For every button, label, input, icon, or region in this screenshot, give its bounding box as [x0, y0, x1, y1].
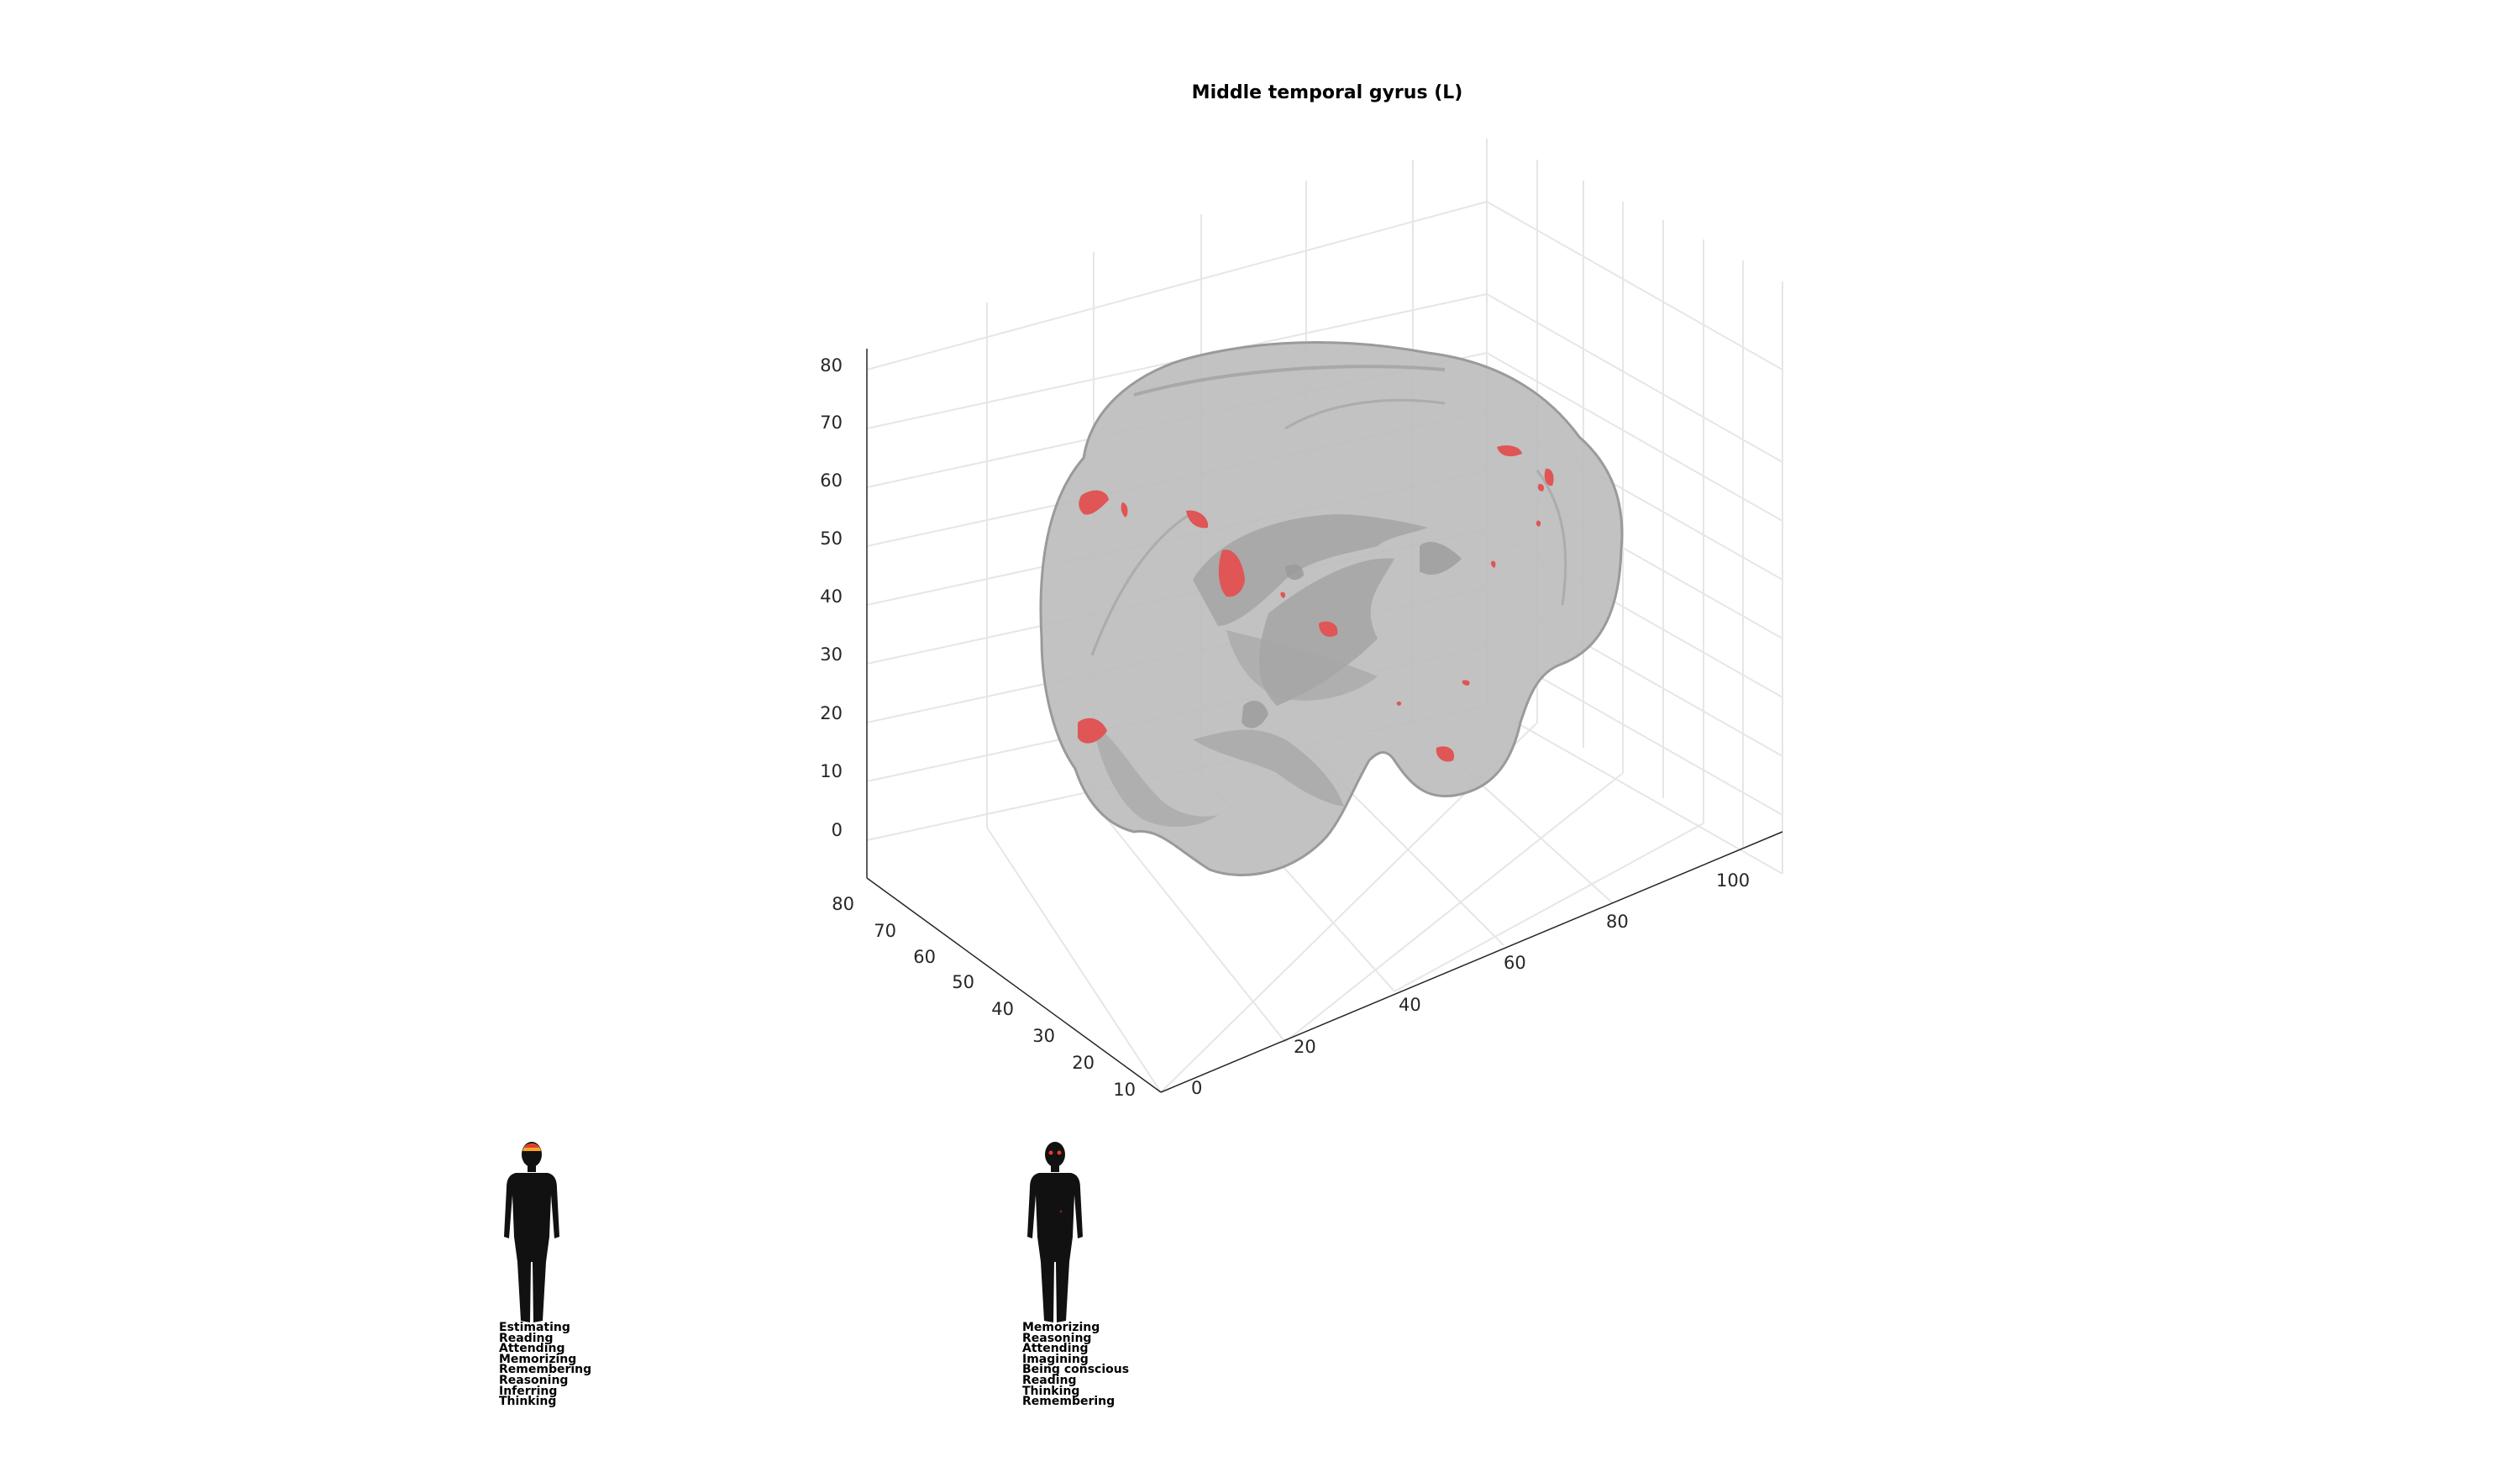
- body-figure-2: [1017, 1136, 1093, 1329]
- activation-regions: [1078, 445, 1554, 762]
- term: Reasoning: [1022, 1331, 1092, 1345]
- z-tick-label: 20: [820, 703, 843, 723]
- y-axis-ticks: 80 70 60 50 40 30 20 10: [832, 894, 1136, 1100]
- x-tick-label: 100: [1716, 870, 1750, 891]
- activation-blob: [1462, 680, 1470, 686]
- z-tick-label: 40: [820, 586, 843, 607]
- activation-blob: [1544, 468, 1554, 486]
- z-tick-label: 80: [820, 355, 843, 376]
- term: Reading: [1022, 1373, 1077, 1387]
- z-axis-ticks: 0 10 20 30 40 50 60 70 80: [820, 355, 843, 840]
- y-tick-label: 10: [1113, 1080, 1136, 1100]
- y-tick-label: 80: [832, 894, 854, 914]
- plot-title: Middle temporal gyrus (L): [1191, 82, 1463, 103]
- y-tick-label: 20: [1072, 1053, 1095, 1073]
- term: Attending: [1022, 1342, 1089, 1356]
- activation-blob: [1280, 591, 1286, 598]
- term: Inferring: [499, 1384, 558, 1398]
- term: Estimating: [499, 1321, 570, 1334]
- z-tick-label: 60: [820, 471, 843, 491]
- terms-list-2: Memorizing Reasoning Attending Imagining…: [1022, 1322, 1129, 1407]
- x-axis-ticks: 0 20 40 60 80 100: [1191, 870, 1750, 1098]
- activation-blob: [1491, 560, 1496, 568]
- y-tick-label: 30: [1032, 1026, 1055, 1046]
- activation-blob: [1186, 510, 1209, 528]
- x-tick-label: 40: [1399, 995, 1421, 1015]
- term: Reading: [499, 1331, 554, 1345]
- y-tick-label: 60: [913, 947, 936, 967]
- activation-blob: [1319, 621, 1338, 637]
- y-tick-label: 70: [874, 921, 896, 941]
- term: Remembering: [1022, 1395, 1116, 1409]
- term: Reasoning: [499, 1373, 569, 1387]
- z-tick-label: 50: [820, 528, 843, 549]
- axis-lines: [866, 349, 1783, 1093]
- x-tick-label: 20: [1294, 1037, 1316, 1057]
- terms-list-1: Estimating Reading Attending Memorizing …: [499, 1322, 591, 1407]
- term: Being conscious: [1022, 1363, 1130, 1377]
- term: Thinking: [1022, 1384, 1080, 1398]
- x-tick-label: 60: [1504, 953, 1526, 973]
- x-tick-label: 0: [1191, 1078, 1202, 1098]
- term: Thinking: [499, 1395, 557, 1409]
- term: Memorizing: [1022, 1321, 1100, 1334]
- activation-blob: [1079, 490, 1109, 515]
- activation-blob: [1218, 549, 1245, 597]
- y-tick-label: 40: [991, 999, 1014, 1019]
- term: Imagining: [1022, 1352, 1089, 1366]
- brain-surface: [1039, 341, 1624, 876]
- term: Attending: [499, 1342, 565, 1356]
- z-tick-label: 10: [820, 761, 843, 781]
- z-tick-label: 70: [820, 413, 843, 433]
- y-tick-label: 50: [952, 972, 974, 992]
- human-silhouette-icon: [504, 1142, 559, 1322]
- x-tick-label: 80: [1606, 912, 1629, 932]
- activation-blob: [1436, 746, 1455, 762]
- activation-blob: [1497, 445, 1522, 457]
- activation-blob: [1536, 520, 1541, 527]
- z-tick-label: 0: [832, 820, 843, 840]
- activation-blob: [1537, 483, 1545, 492]
- term: Remembering: [499, 1363, 592, 1377]
- activation-blob: [1121, 502, 1128, 518]
- term: Memorizing: [499, 1352, 577, 1366]
- activation-blob: [1078, 718, 1107, 744]
- z-tick-label: 30: [820, 644, 843, 665]
- activation-blob: [1396, 701, 1402, 706]
- body-figure-1: [494, 1136, 570, 1329]
- human-silhouette-icon: [1027, 1142, 1083, 1322]
